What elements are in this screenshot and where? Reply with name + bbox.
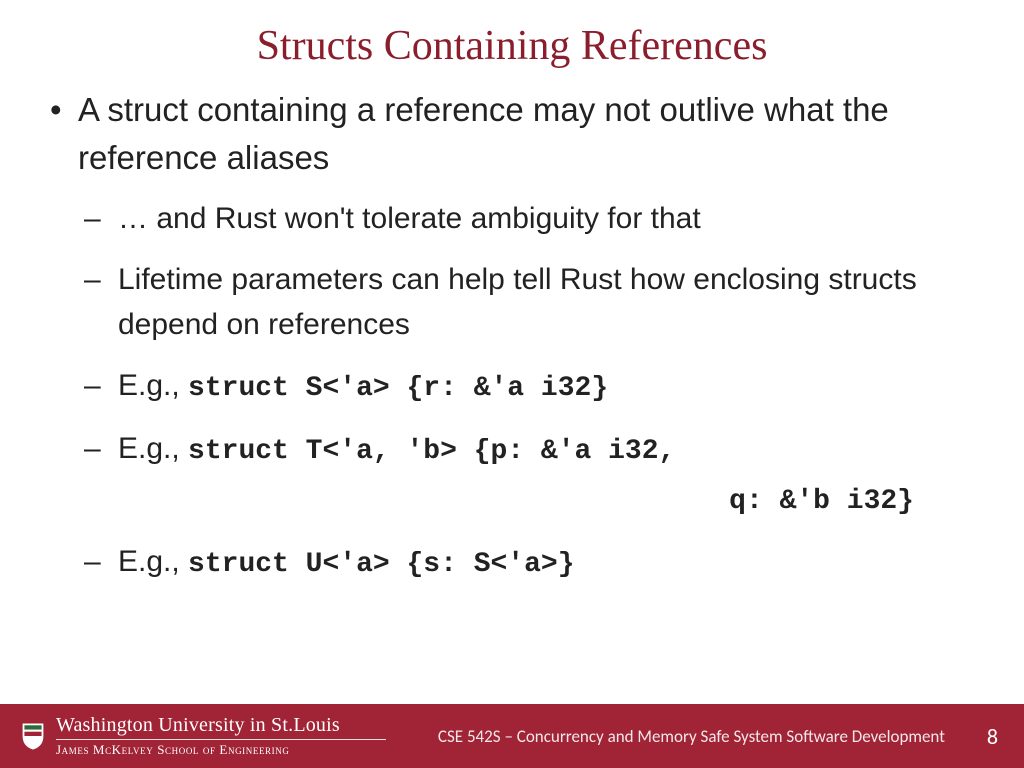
sub-bullet-5: E.g., struct U<'a> {s: S<'a>} [78, 539, 994, 586]
sub-bullet-1-text: … and Rust won't tolerate ambiguity for … [118, 202, 701, 235]
school-mck: McKelvey [93, 742, 153, 757]
sub-bullet-1: … and Rust won't tolerate ambiguity for … [78, 196, 994, 241]
code-3: struct S<'a> {r: &'a i32} [188, 373, 608, 404]
slide-title: Structs Containing References [0, 22, 1024, 70]
sub-bullet-3: E.g., struct S<'a> {r: &'a i32} [78, 363, 994, 410]
eg-prefix-3: E.g., [118, 369, 188, 402]
code-4: struct T<'a, 'b> {p: &'a i32, [188, 436, 675, 467]
sub-bullet-list: … and Rust won't tolerate ambiguity for … [78, 196, 994, 586]
code-5: struct U<'a> {s: S<'a>} [188, 549, 574, 580]
school-pre: James [56, 742, 93, 757]
bullet-main-text: A struct containing a reference may not … [78, 91, 889, 176]
slide-content: A struct containing a reference may not … [0, 86, 1024, 704]
slide: Structs Containing References A struct c… [0, 0, 1024, 768]
page-number: 8 [987, 723, 1004, 750]
bullet-main: A struct containing a reference may not … [50, 86, 994, 586]
school-post: School of Engineering [153, 742, 289, 757]
university-shield-icon [20, 721, 46, 751]
eg-prefix-5: E.g., [118, 545, 188, 578]
sub-bullet-2: Lifetime parameters can help tell Rust h… [78, 257, 994, 347]
university-divider [56, 739, 386, 740]
code-4-cont: q: &'b i32} [118, 481, 994, 523]
bullet-list: A struct containing a reference may not … [50, 86, 994, 586]
eg-prefix-4: E.g., [118, 432, 188, 465]
sub-bullet-4: E.g., struct T<'a, 'b> {p: &'a i32, q: &… [78, 426, 994, 523]
course-label: CSE 542S – Concurrency and Memory Safe S… [386, 726, 987, 747]
university-name: Washington University in St.Louis [56, 715, 386, 736]
footer-left: Washington University in St.Louis James … [20, 715, 386, 757]
sub-bullet-2-text: Lifetime parameters can help tell Rust h… [118, 263, 917, 341]
slide-footer: Washington University in St.Louis James … [0, 704, 1024, 768]
university-block: Washington University in St.Louis James … [56, 715, 386, 757]
school-name: James McKelvey School of Engineering [56, 743, 386, 757]
